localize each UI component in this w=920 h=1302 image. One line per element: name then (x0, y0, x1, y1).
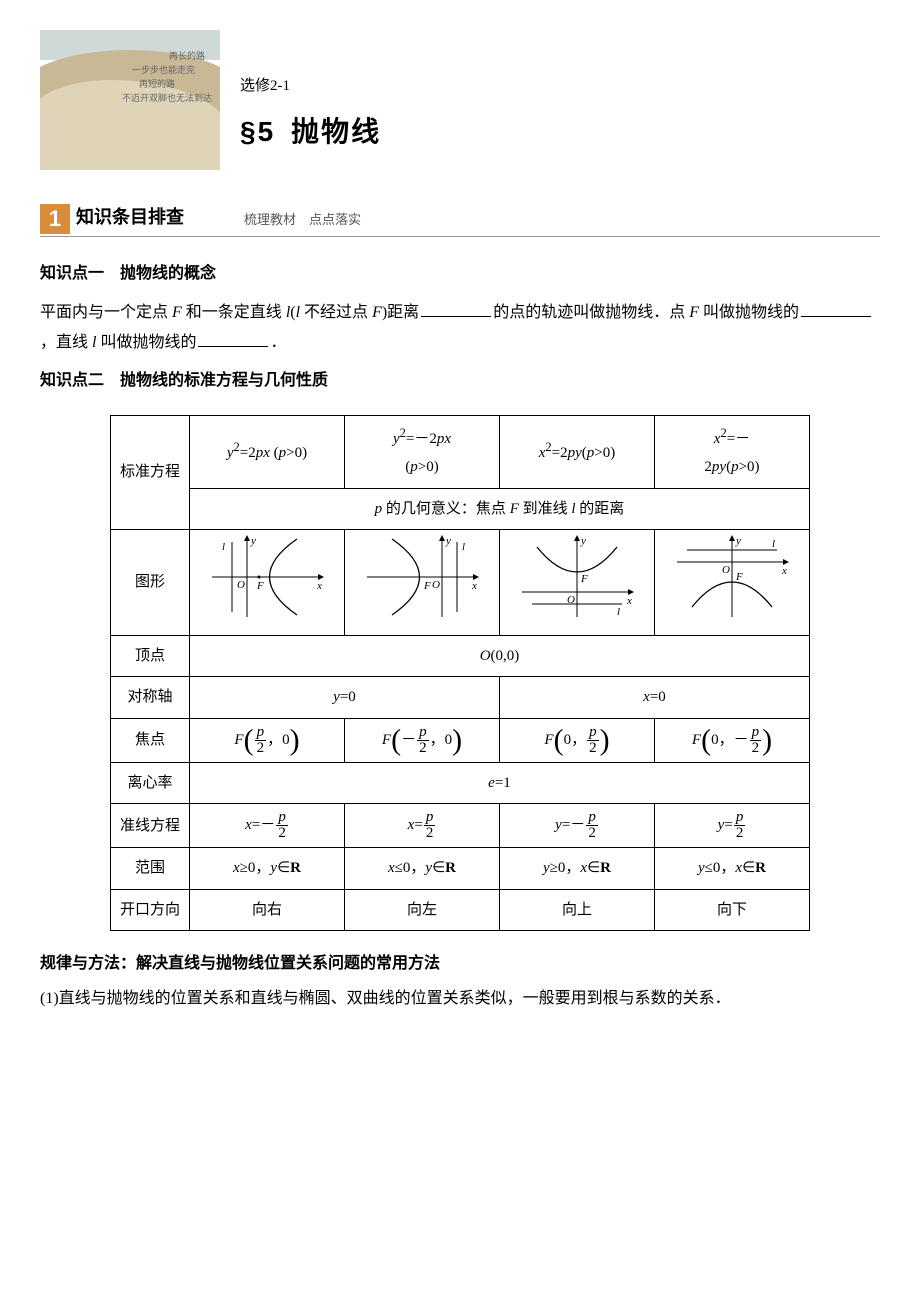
svg-text:x: x (626, 595, 632, 607)
svg-text:O: O (722, 564, 730, 576)
svg-text:l: l (462, 541, 465, 553)
kp1-paragraph: 平面内与一个定点 F 和一条定直线 l(l 不经过点 F)距离的点的轨迹叫做抛物… (40, 298, 880, 359)
label-directrix: 准线方程 (111, 804, 190, 848)
svg-text:F: F (735, 571, 743, 583)
dir-3: y=－p2 (500, 804, 655, 848)
row-range: 范围 x≥0，y∈R x≤0，y∈R y≥0，x∈R y≤0，x∈R (111, 848, 810, 890)
eq-col4: x2=－2py(p>0) (655, 415, 810, 488)
svg-text:y: y (735, 535, 741, 547)
vertex-value: O(0,0) (190, 635, 810, 677)
svg-text:l: l (617, 606, 620, 618)
img-line: 不迈开双脚也无法到达 (122, 90, 212, 107)
focus-2: F(－p2，0) (345, 718, 500, 762)
svg-text:y: y (580, 535, 586, 547)
label-axis: 对称轴 (111, 677, 190, 719)
label-range: 范围 (111, 848, 190, 890)
dir-open-2: 向左 (345, 889, 500, 931)
row-geo-meaning: p 的几何意义：焦点 F 到准线 l 的距离 (111, 488, 810, 530)
range-3: y≥0，x∈R (500, 848, 655, 890)
eq-col1: y2=2px (p>0) (190, 415, 345, 488)
dir-1: x=－p2 (190, 804, 345, 848)
geo-meaning: p 的几何意义：焦点 F 到准线 l 的距离 (190, 488, 810, 530)
knowledge-point-2-title: 知识点二 抛物线的标准方程与几何性质 (40, 366, 880, 396)
range-4: y≤0，x∈R (655, 848, 810, 890)
label-equation: 标准方程 (111, 415, 190, 530)
title-block: 选修2-1 §5抛物线 (240, 72, 381, 170)
rule-p1: (1)直线与抛物线的位置关系和直线与椭圆、双曲线的位置关系类似，一般要用到根与系… (40, 984, 880, 1014)
svg-text:F: F (580, 573, 588, 585)
row-focus: 焦点 F(p2，0) F(－p2，0) F(0，p2) F(0，－p2) (111, 718, 810, 762)
graph-right: x y Ol F (190, 530, 345, 636)
row-ecc: 离心率 e=1 (111, 762, 810, 804)
blank-2 (801, 300, 871, 317)
row-axis: 对称轴 y=0 x=0 (111, 677, 810, 719)
blank-3 (198, 330, 268, 347)
label-ecc: 离心率 (111, 762, 190, 804)
graph-left: x y Ol F (345, 530, 500, 636)
main-title: §5抛物线 (240, 105, 381, 158)
subtitle: 选修2-1 (240, 72, 381, 101)
section-note: 梳理教材 点点落实 (244, 208, 361, 235)
label-graph: 图形 (111, 530, 190, 636)
rule-title: 规律与方法：解决直线与抛物线位置关系问题的常用方法 (40, 949, 880, 979)
section-title: 知识条目排查 (76, 200, 184, 234)
focus-1: F(p2，0) (190, 718, 345, 762)
svg-text:x: x (316, 580, 322, 592)
label-vertex: 顶点 (111, 635, 190, 677)
svg-text:F: F (423, 580, 431, 592)
dir-open-4: 向下 (655, 889, 810, 931)
svg-text:F: F (256, 580, 264, 592)
section-number: 1 (40, 204, 70, 234)
page-header: 再长的路 一步步也能走完 再短的路 不迈开双脚也无法到达 选修2-1 §5抛物线 (40, 30, 880, 170)
dir-2: x=p2 (345, 804, 500, 848)
dir-open-1: 向右 (190, 889, 345, 931)
svg-text:l: l (772, 538, 775, 550)
row-directrix: 准线方程 x=－p2 x=p2 y=－p2 y=p2 (111, 804, 810, 848)
svg-text:O: O (432, 579, 440, 591)
eq-col2: y2=－2px(p>0) (345, 415, 500, 488)
graph-down: x y Ol F (655, 530, 810, 636)
svg-text:y: y (445, 535, 451, 547)
svg-text:O: O (237, 579, 245, 591)
svg-text:x: x (781, 565, 787, 577)
axis-y: y=0 (190, 677, 500, 719)
range-1: x≥0，y∈R (190, 848, 345, 890)
dir-4: y=p2 (655, 804, 810, 848)
blank-1 (421, 300, 491, 317)
row-vertex: 顶点 O(0,0) (111, 635, 810, 677)
axis-x: x=0 (500, 677, 810, 719)
section-bar: 1 知识条目排查 梳理教材 点点落实 (40, 200, 880, 237)
graph-up: xyOlF (500, 530, 655, 636)
row-equation: 标准方程 y2=2px (p>0) y2=－2px(p>0) x2=2py(p>… (111, 415, 810, 488)
row-direction: 开口方向 向右 向左 向上 向下 (111, 889, 810, 931)
knowledge-point-1-title: 知识点一 抛物线的概念 (40, 259, 880, 289)
label-focus: 焦点 (111, 718, 190, 762)
range-2: x≤0，y∈R (345, 848, 500, 890)
svg-text:x: x (471, 580, 477, 592)
header-image: 再长的路 一步步也能走完 再短的路 不迈开双脚也无法到达 (40, 30, 220, 170)
focus-3: F(0，p2) (500, 718, 655, 762)
ecc-value: e=1 (190, 762, 810, 804)
properties-table: 标准方程 y2=2px (p>0) y2=－2px(p>0) x2=2py(p>… (110, 415, 810, 932)
row-graph: 图形 x y Ol F x y Ol F x y Ol F x y Ol F (111, 530, 810, 636)
eq-col3: x2=2py(p>0) (500, 415, 655, 488)
focus-4: F(0，－p2) (655, 718, 810, 762)
svg-text:l: l (222, 541, 225, 553)
label-direction: 开口方向 (111, 889, 190, 931)
dir-open-3: 向上 (500, 889, 655, 931)
svg-text:y: y (250, 535, 256, 547)
